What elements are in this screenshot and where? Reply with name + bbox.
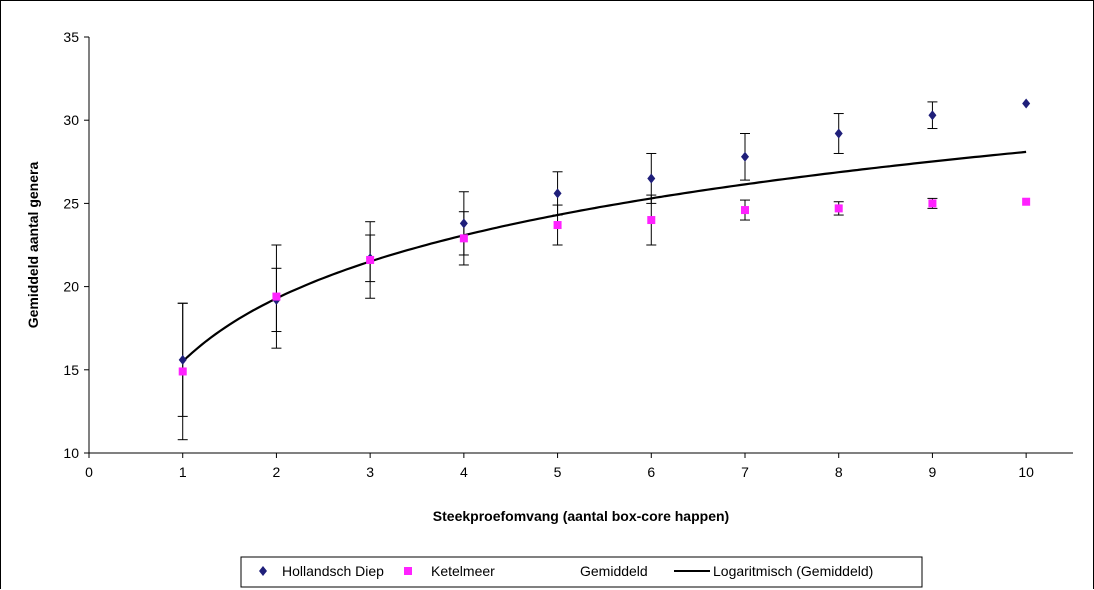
point-ketelmeer: [834, 204, 843, 213]
point-ketelmeer: [647, 216, 656, 225]
y-tick-label: 15: [63, 362, 79, 378]
legend-square-marker: [404, 567, 412, 575]
point-ketelmeer: [928, 199, 937, 208]
legend: Hollandsch Diep Ketelmeer Gemiddeld Loga…: [240, 556, 923, 588]
axes: [88, 37, 1073, 454]
x-tick-label: 2: [273, 464, 281, 480]
x-tick-label: 7: [741, 464, 749, 480]
point-hollandsch-diep: [647, 173, 656, 184]
point-ketelmeer: [178, 367, 187, 376]
trendline: [181, 150, 1027, 363]
point-ketelmeer: [459, 234, 468, 243]
legend-label-gemiddeld: Gemiddeld: [580, 563, 648, 579]
data-points: [178, 98, 1031, 376]
point-hollandsch-diep: [459, 218, 468, 229]
y-tick-label: 20: [63, 279, 79, 295]
point-hollandsch-diep: [834, 128, 843, 139]
x-tick-label: 0: [85, 464, 93, 480]
legend-box: [240, 556, 923, 588]
y-axis-title: Gemiddeld aantal genera: [25, 162, 41, 329]
point-ketelmeer: [1022, 197, 1031, 206]
legend-diamond-marker: [259, 566, 267, 576]
y-tick-label: 30: [63, 112, 79, 128]
legend-label-ketelmeer: Ketelmeer: [431, 563, 495, 579]
point-hollandsch-diep: [178, 354, 187, 365]
trendline-path: [181, 150, 1027, 363]
x-tick-label: 6: [647, 464, 655, 480]
point-hollandsch-diep: [741, 151, 749, 162]
legend-label-hollandsch-diep: Hollandsch Diep: [282, 563, 384, 579]
x-tick-label: 3: [366, 464, 374, 480]
x-axis-title: Steekproefomvang (aantal box-core happen…: [433, 508, 729, 524]
x-tick-label: 8: [835, 464, 843, 480]
x-tick-label: 1: [179, 464, 187, 480]
error-bars: [177, 101, 938, 441]
x-tick-label: 10: [1018, 464, 1034, 480]
y-tick-label: 25: [63, 195, 79, 211]
point-hollandsch-diep: [553, 188, 562, 199]
y-tick-label: 10: [63, 445, 79, 461]
ticks: 0 1 2 3 4 5 6 7 8 9 10 10 15 20 25 30 35: [63, 29, 1034, 480]
x-tick-label: 5: [554, 464, 562, 480]
point-ketelmeer: [366, 255, 375, 264]
point-ketelmeer: [741, 206, 749, 215]
point-hollandsch-diep: [1022, 98, 1031, 109]
x-tick-label: 4: [460, 464, 468, 480]
point-hollandsch-diep: [928, 110, 937, 121]
legend-label-logaritmisch: Logaritmisch (Gemiddeld): [713, 563, 873, 579]
point-ketelmeer: [272, 292, 281, 301]
point-ketelmeer: [553, 221, 562, 230]
x-tick-label: 9: [929, 464, 937, 480]
y-tick-label: 35: [63, 29, 79, 45]
